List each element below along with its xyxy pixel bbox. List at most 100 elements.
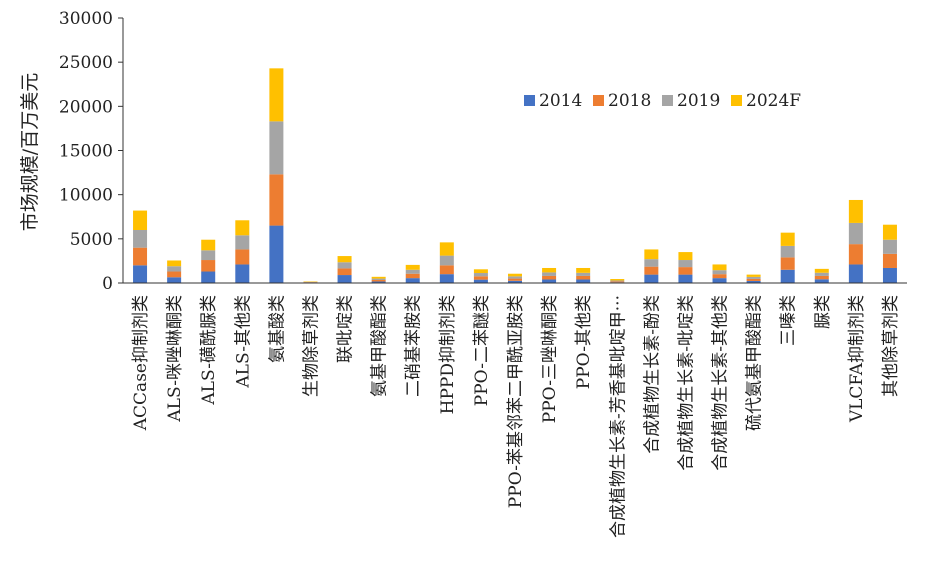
bar-segment-2014 (269, 225, 284, 283)
bar-segment-2019 (235, 235, 250, 250)
bar-segment-2018 (712, 274, 727, 279)
bar-segment-2014 (746, 280, 761, 283)
bar-segment-2018 (167, 271, 182, 278)
y-tick-label: 15000 (59, 142, 113, 162)
bar-segment-2014 (542, 279, 557, 283)
bar-segment-2018 (644, 266, 659, 275)
bar-segment-2019 (882, 239, 897, 254)
y-tick-label: 10000 (59, 186, 113, 206)
bar-segment-2018 (133, 247, 148, 266)
bar-segment-2014 (576, 279, 591, 283)
y-tick-label: 25000 (59, 53, 113, 73)
bar-segment-2024F (746, 274, 761, 277)
x-category-label: 二硝基苯胺类 (404, 295, 424, 397)
bar-segment-2019 (167, 266, 182, 272)
legend: 2014 2018 2019 2024F (524, 91, 801, 111)
bar-segment-2019 (780, 245, 795, 258)
bar-segment-2014 (167, 277, 182, 283)
bar-segment-2019 (439, 255, 454, 266)
bar-segment-2014 (678, 274, 693, 283)
bar-segment-2019 (644, 259, 659, 267)
bar-segment-2019 (814, 272, 829, 276)
bar-segment-2018 (473, 276, 488, 280)
bar-segment-2024F (814, 268, 829, 273)
legend-label-2024F: 2024F (746, 91, 801, 111)
bar-segment-2018 (508, 278, 522, 281)
y-axis-title: 市场规模/百万美元 (19, 73, 41, 231)
bar-segment-2018 (405, 273, 420, 279)
bar-segment-2018 (814, 275, 829, 280)
bar-segment-2024F (542, 267, 557, 273)
y-axis: 0 5000 10000 15000 20000 25000 30000 (59, 9, 124, 294)
bar-segment-2019 (848, 222, 863, 245)
legend-label-2014: 2014 (539, 91, 582, 111)
legend-swatch-2024F (731, 95, 742, 106)
x-category-label: ALS-其他类 (233, 295, 253, 389)
x-category-label: 合成植物生长素-其他类 (711, 295, 731, 471)
bar-segment-2024F (644, 249, 659, 260)
bar-segment-2024F (678, 252, 693, 261)
bar-segment-2019 (405, 269, 420, 274)
bar-segment-2024F (882, 224, 897, 240)
x-axis: ACCase抑制剂类 ALS-咪唑啉酮类 ALS-磺酰脲类 ALS-其他类 氨基酸类 生物… (123, 282, 907, 538)
bar-segment-2018 (848, 244, 863, 265)
bar-segment-2014 (235, 264, 250, 283)
x-category-label: ALS-磺酰脲类 (199, 295, 219, 406)
bar-segment-2024F (337, 256, 352, 263)
bar-segment-2019 (371, 278, 386, 280)
bar-segment-2018 (678, 267, 693, 275)
bar-segment-2014 (473, 279, 488, 283)
bar-segment-2024F (473, 269, 488, 274)
x-category-label: PPO-二苯醚类 (472, 295, 492, 406)
x-category-label: 氨基甲酸酯类 (370, 295, 390, 397)
bar-segment-2019 (508, 276, 522, 279)
bar-segment-2019 (337, 262, 352, 269)
x-category-label: 硫代氨基甲酸酯类 (745, 295, 765, 431)
bar-segment-2024F (576, 267, 591, 273)
bar-segment-2014 (814, 279, 829, 283)
legend-label-2019: 2019 (677, 91, 720, 111)
y-tick-label: 0 (102, 274, 113, 294)
bar-segment-2018 (746, 278, 761, 281)
x-category-label: HPPD抑制剂类 (438, 295, 458, 414)
bar-segment-2014 (508, 280, 522, 283)
bar-segment-2024F (610, 279, 625, 281)
x-category-label: 合成植物生长素-吡啶类 (676, 295, 696, 471)
x-category-label: 联吡啶类 (336, 295, 356, 363)
bar-segment-2019 (269, 121, 284, 175)
bar-segment-2019 (576, 272, 591, 276)
bar-segment-2014 (439, 274, 454, 283)
legend-label-2018: 2018 (608, 91, 651, 111)
x-category-label: 其他除草剂类 (881, 295, 901, 397)
bar-segment-2018 (371, 279, 386, 282)
x-category-label: 合成植物生长素-芳香基吡啶甲··· (608, 295, 628, 538)
bar-segment-2019 (746, 276, 761, 279)
bar-segment-2019 (133, 230, 148, 248)
y-tick-label: 30000 (59, 9, 113, 29)
bar-segment-2014 (405, 278, 420, 283)
bar-segment-2018 (610, 281, 625, 283)
x-category-label: 氨基酸类 (267, 295, 287, 363)
x-category-label: ALS-咪唑啉酮类 (165, 295, 185, 423)
y-tick-label: 5000 (70, 230, 113, 250)
x-category-label: 三嗪类 (779, 295, 799, 346)
bars (133, 68, 897, 283)
bar-segment-2024F (780, 232, 795, 246)
bar-segment-2019 (610, 280, 625, 282)
bar-segment-2019 (678, 260, 693, 268)
bar-segment-2018 (882, 253, 897, 268)
bar-segment-2018 (780, 257, 795, 270)
bar-segment-2018 (542, 275, 557, 280)
bar-segment-2024F (371, 276, 386, 279)
bar-segment-2018 (201, 260, 216, 272)
bar-segment-2014 (337, 275, 352, 283)
bar-segment-2014 (371, 281, 386, 283)
bar-segment-2019 (201, 250, 216, 261)
bar-segment-2014 (780, 269, 795, 283)
bar-segment-2014 (712, 278, 727, 283)
bar-segment-2024F (439, 242, 454, 256)
x-category-label: VLCFA抑制剂类 (847, 295, 867, 423)
bar-segment-2024F (201, 239, 216, 251)
